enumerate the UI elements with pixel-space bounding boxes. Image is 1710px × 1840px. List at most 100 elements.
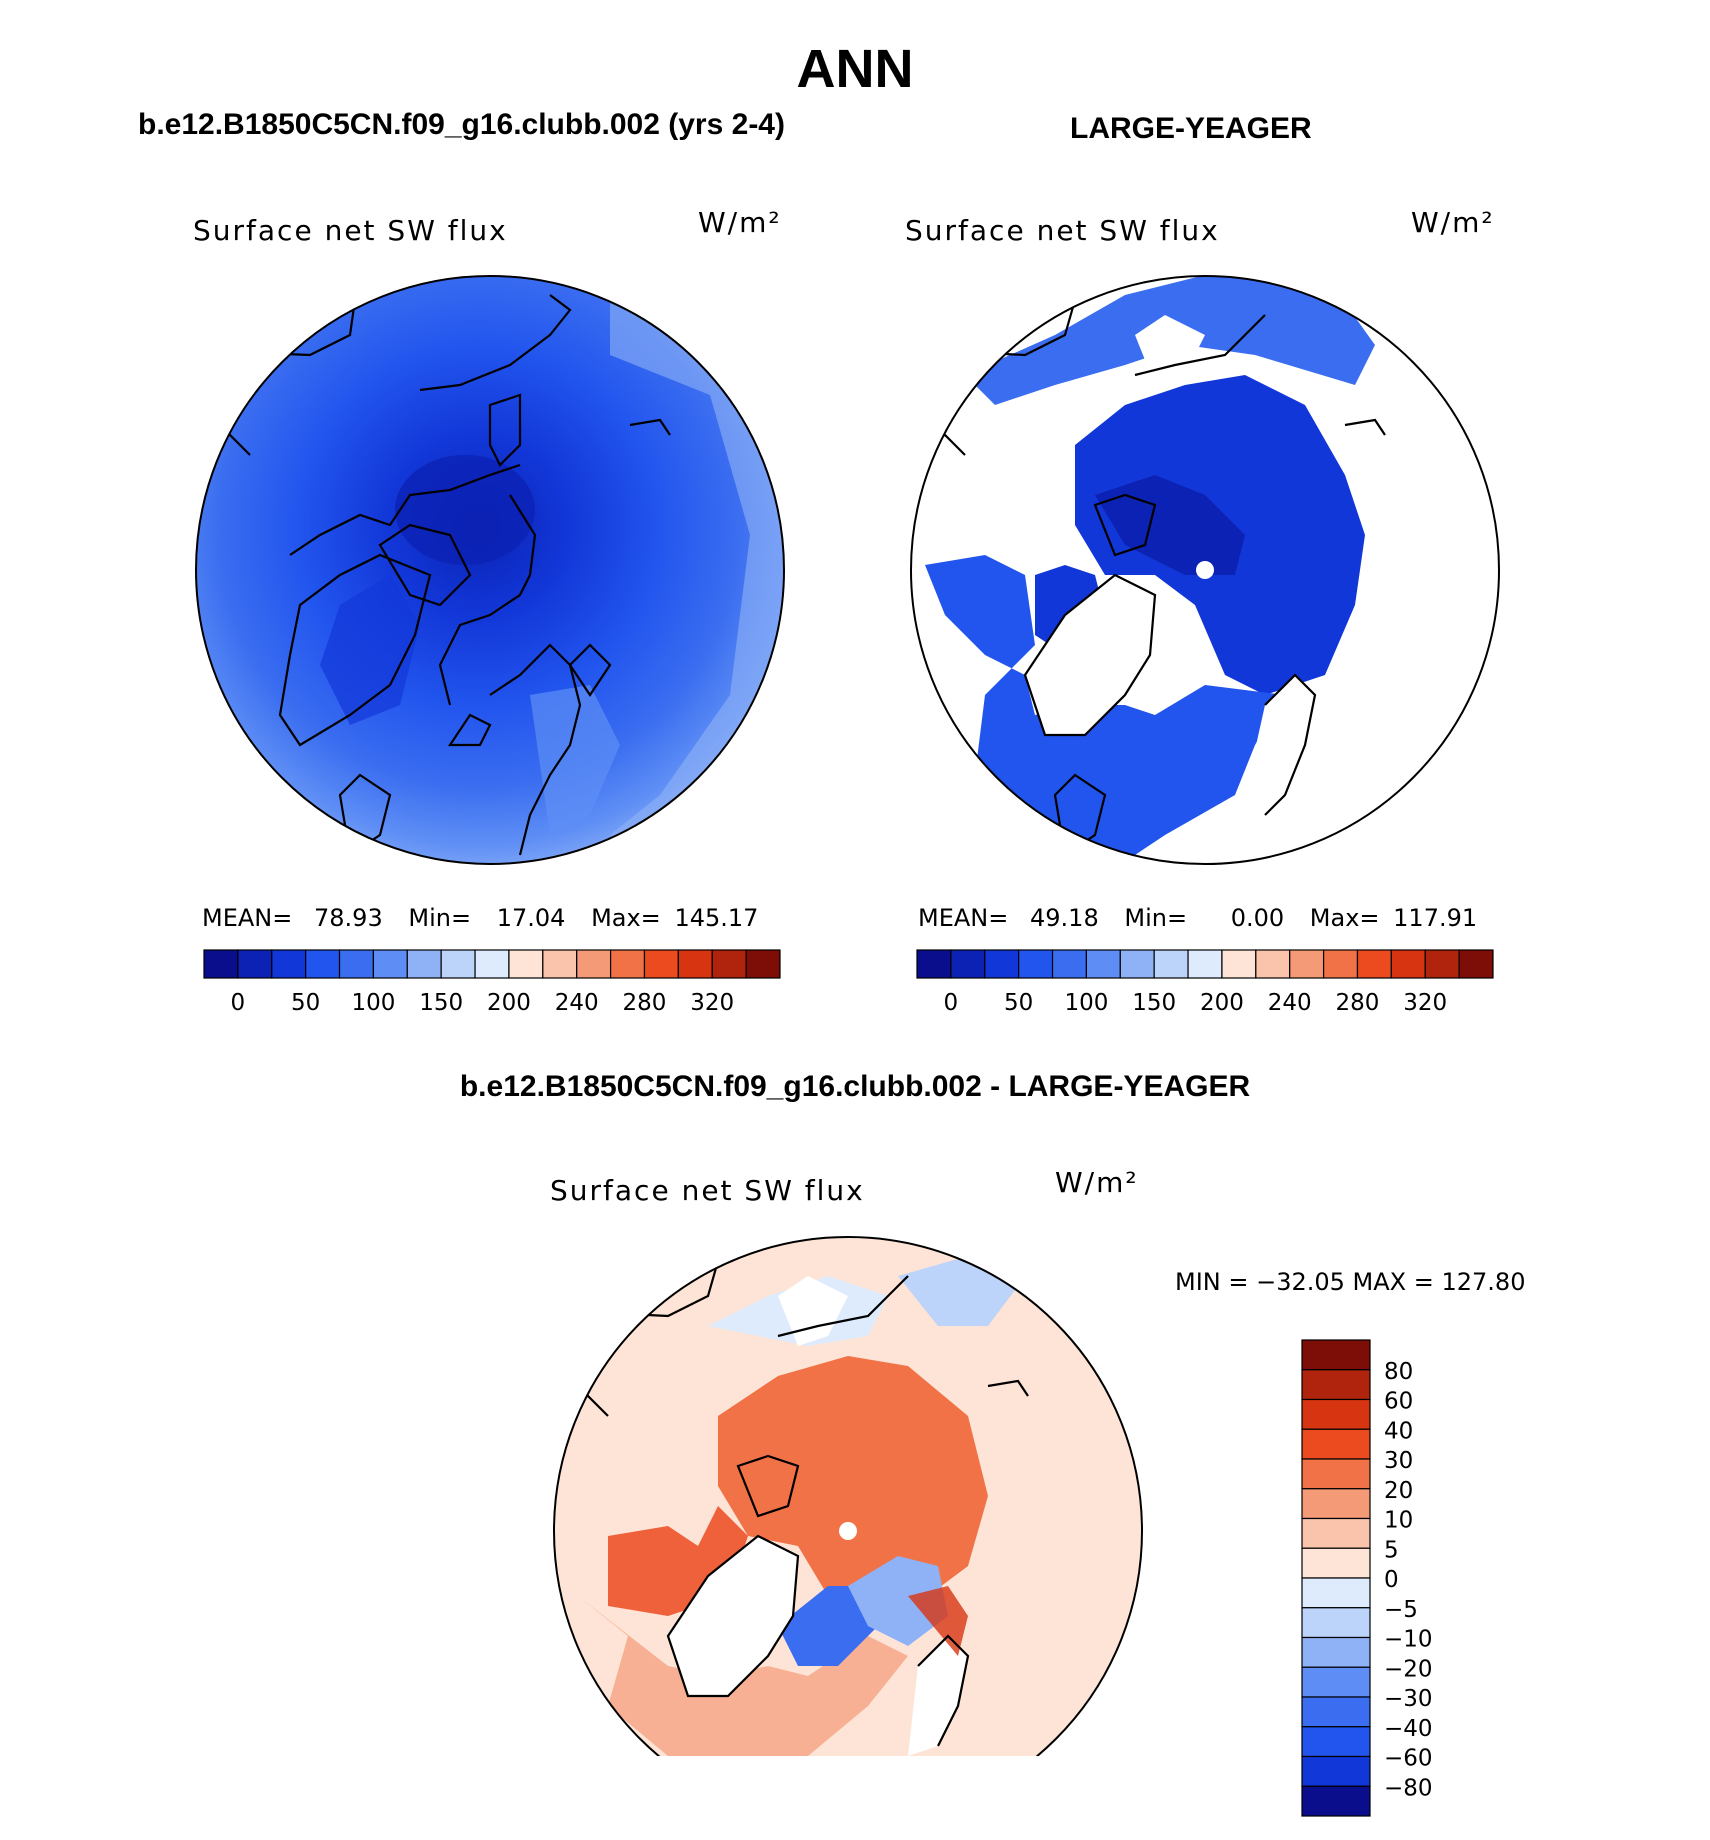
- panel2-colorbar-swatch-2: [984, 949, 1020, 979]
- panel2-max-label: Max=: [1309, 904, 1380, 932]
- panel3-colorbar-swatch-1: [1301, 1369, 1371, 1401]
- season-title: ANN: [796, 39, 914, 99]
- panel3-colorbar: 80 60 40 30 20 10 5 0 −5 −10 −20 −30 −40 −60 −80: [1301, 1339, 1433, 1817]
- panel2-colorbar-swatch-5: [1085, 949, 1121, 979]
- panel2-colorbar-tick-label: 100: [1064, 990, 1108, 1016]
- panel2-colorbar-swatch-4: [1051, 949, 1088, 979]
- panel1-colorbar-tick-label: 100: [351, 990, 395, 1016]
- panel2-mean-value: 49.18: [1030, 904, 1099, 932]
- panel1-colorbar-swatch-5: [372, 949, 408, 979]
- panel3-colorbar-swatch-13: [1301, 1726, 1371, 1758]
- panel3-colorbar-tick-label: 20: [1384, 1478, 1413, 1504]
- panel2-mean-label: MEAN=: [918, 904, 1009, 932]
- panel1-min-value: 17.04: [496, 904, 566, 932]
- panel1-min-label: Min=: [408, 904, 472, 932]
- panel2-colorbar-swatch-15: [1424, 949, 1460, 979]
- panel2-stats: MEAN= 49.18 Min= 0.00 Max= 117.91: [918, 904, 1477, 932]
- panel2-colorbar-swatch-9: [1221, 949, 1257, 979]
- panel1-colorbar-tick-label: 150: [419, 990, 463, 1016]
- panel1-colorbar-swatch-4: [338, 949, 375, 979]
- panel1-polar-map: [195, 275, 785, 865]
- panel1-stats: MEAN= 78.93 Min= 17.04 Max= 145.17: [202, 904, 758, 932]
- panel2-colorbar-tick-label: 320: [1403, 990, 1447, 1016]
- panel3-colorbar-tick-label: 40: [1384, 1418, 1413, 1444]
- panel1-colorbar-swatch-8: [474, 949, 510, 979]
- panel3-colorbar-swatch-15: [1301, 1785, 1371, 1817]
- panel2-colorbar-tick-label: 280: [1336, 990, 1380, 1016]
- panel3-colorbar-tick-label: −20: [1384, 1656, 1433, 1682]
- panel3-colorbar-swatch-8: [1301, 1577, 1371, 1609]
- panel1-colorbar-swatch-12: [609, 949, 646, 979]
- panel2-polar-map: [910, 275, 1500, 865]
- panel2-colorbar-tick-label: 200: [1200, 990, 1244, 1016]
- panel2-case-title: LARGE-YEAGER: [1070, 112, 1312, 145]
- panel2-colorbar-tick-label: 240: [1268, 990, 1312, 1016]
- panel3-colorbar-swatch-2: [1301, 1398, 1371, 1430]
- panel3-colorbar-tick-label: 10: [1384, 1508, 1413, 1534]
- panel2-colorbar-swatch-1: [950, 949, 986, 979]
- panel1-colorbar-swatch-11: [576, 949, 612, 979]
- panel3-colorbar-tick-label: 0: [1384, 1567, 1399, 1593]
- panel2-colorbar-swatch-12: [1322, 949, 1359, 979]
- panel2-colorbar-swatch-11: [1289, 949, 1325, 979]
- panel3-colorbar-swatch-0: [1301, 1339, 1371, 1371]
- panel2-colorbar-swatch-7: [1153, 949, 1189, 979]
- panel1-colorbar-tick-label: 240: [555, 990, 599, 1016]
- panel2-colorbar-swatch-8: [1187, 949, 1223, 979]
- panel1-colorbar-swatch-9: [508, 949, 544, 979]
- panel2-colorbar-tick-label: 150: [1132, 990, 1176, 1016]
- panel2-colorbar-swatch-14: [1390, 949, 1426, 979]
- panel3-minmax: MIN = −32.05 MAX = 127.80: [1175, 1268, 1526, 1296]
- panel3-colorbar-swatch-10: [1301, 1636, 1371, 1668]
- panel1-colorbar-swatch-2: [271, 949, 307, 979]
- panel2-colorbar-swatch-16: [1458, 949, 1494, 979]
- panel1-colorbar-swatch-15: [711, 949, 747, 979]
- panel1-colorbar-swatch-13: [643, 949, 679, 979]
- panel2-colorbar: 0 50 100 150 200 240 280 320: [916, 949, 1494, 1016]
- panel3-colorbar-tick-label: −10: [1384, 1627, 1433, 1653]
- panel2-min-label: Min=: [1124, 904, 1188, 932]
- panel3-colorbar-swatch-3: [1301, 1428, 1371, 1460]
- panel1-colorbar-swatch-10: [542, 949, 578, 979]
- panel2-colorbar-swatch-3: [1018, 949, 1054, 979]
- panel1-colorbar-tick-label: 0: [231, 990, 246, 1016]
- panel3-colorbar-tick-label: −40: [1384, 1716, 1433, 1742]
- panel2-colorbar-swatch-0: [916, 949, 952, 979]
- panel3-colorbar-tick-label: 5: [1384, 1537, 1399, 1563]
- panel1-max-label: Max=: [591, 904, 661, 932]
- panel3-colorbar-swatch-11: [1301, 1666, 1371, 1698]
- panel2-colorbar-swatch-6: [1119, 949, 1155, 979]
- panel3-colorbar-swatch-12: [1301, 1696, 1371, 1728]
- panel3-colorbar-tick-label: 80: [1384, 1359, 1413, 1385]
- panel1-colorbar-tick-label: 320: [690, 990, 734, 1016]
- panel2-colorbar-tick-label: 0: [944, 990, 959, 1016]
- panel3-colorbar-swatch-4: [1301, 1458, 1371, 1490]
- panel3-colorbar-tick-label: −60: [1384, 1746, 1433, 1772]
- panel1-colorbar-tick-label: 280: [623, 990, 667, 1016]
- panel1-colorbar-swatch-14: [677, 949, 713, 979]
- panel1-units-label: W/m²: [698, 206, 782, 239]
- panel1-colorbar-swatch-0: [203, 949, 239, 979]
- panel3-colorbar-swatch-9: [1301, 1607, 1371, 1639]
- panel3-colorbar-swatch-6: [1301, 1517, 1371, 1549]
- panel1-mean-label: MEAN=: [202, 904, 293, 932]
- panel3-units-label: W/m²: [1055, 1166, 1139, 1199]
- panel3-colorbar-tick-label: 60: [1384, 1389, 1413, 1415]
- panel3-case-title: b.e12.B1850C5CN.f09_g16.clubb.002 - LARG…: [459, 1070, 1251, 1103]
- panel1-case-title: b.e12.B1850C5CN.f09_g16.clubb.002 (yrs 2…: [138, 108, 785, 141]
- panel1-colorbar-tick-label: 200: [487, 990, 531, 1016]
- panel1-colorbar-swatch-6: [406, 949, 442, 979]
- panel3-colorbar-tick-label: −5: [1384, 1597, 1418, 1623]
- panel3-colorbar-swatch-5: [1301, 1488, 1371, 1520]
- panel2-units-label: W/m²: [1411, 206, 1495, 239]
- panel1-variable-label: Surface net SW flux: [193, 214, 508, 247]
- panel3-polar-map: [553, 1236, 1143, 1756]
- panel2-variable-label: Surface net SW flux: [905, 214, 1220, 247]
- panel3-colorbar-swatch-7: [1301, 1547, 1371, 1579]
- panel2-min-value: 0.00: [1230, 904, 1285, 932]
- panel1-colorbar: 0 50 100 150 200 240 280 320: [203, 949, 781, 1016]
- panel1-colorbar-tick-label: 50: [291, 990, 320, 1016]
- panel1-max-value: 145.17: [674, 904, 759, 932]
- panel2-colorbar-swatch-10: [1255, 949, 1291, 979]
- panel1-colorbar-swatch-16: [745, 949, 781, 979]
